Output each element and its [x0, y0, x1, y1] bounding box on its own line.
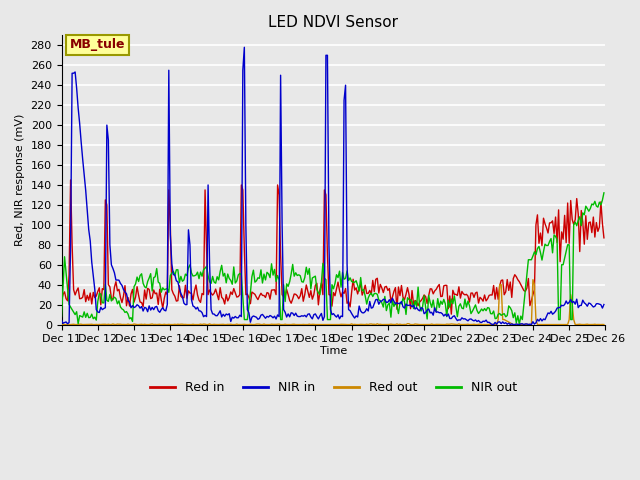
Text: MB_tule: MB_tule — [70, 38, 125, 51]
X-axis label: Time: Time — [320, 346, 347, 356]
Y-axis label: Red, NIR response (mV): Red, NIR response (mV) — [15, 114, 25, 246]
Title: LED NDVI Sensor: LED NDVI Sensor — [269, 15, 399, 30]
Legend: Red in, NIR in, Red out, NIR out: Red in, NIR in, Red out, NIR out — [145, 376, 522, 399]
